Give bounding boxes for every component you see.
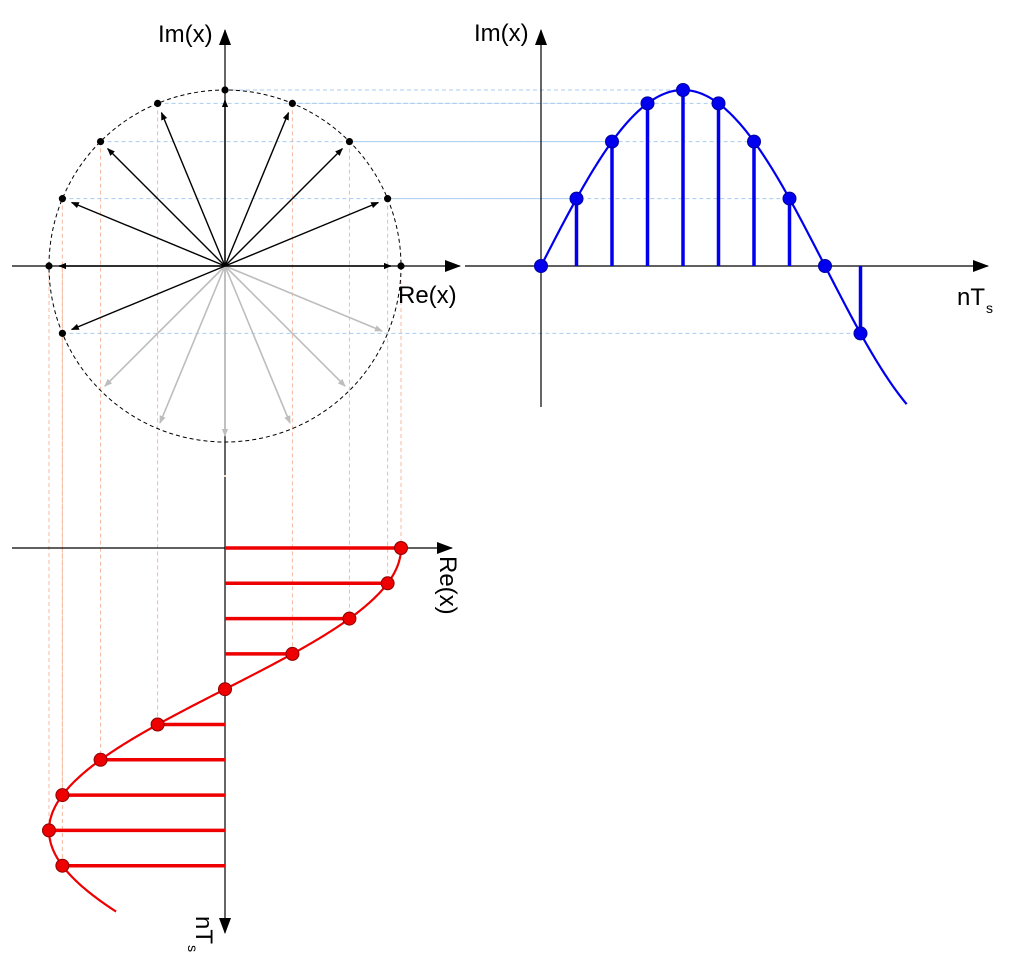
phasor-arrow-9	[70, 265, 226, 331]
phasor-tip-7	[58, 195, 66, 203]
imag-stems	[574, 90, 863, 334]
phasor-tip-0	[397, 262, 405, 270]
imag-dot-0	[534, 259, 548, 273]
real-dot-6	[93, 752, 108, 767]
imag-dot-7	[782, 191, 797, 206]
imag-dot-5	[711, 96, 726, 111]
real-dot-3	[285, 646, 300, 661]
projection-guide-lines	[48, 89, 861, 866]
imag-dot-3	[640, 96, 655, 111]
real-stems	[49, 546, 401, 868]
real-dot-9	[55, 858, 70, 873]
phasor-tip-dots	[45, 86, 405, 337]
phasor-arrow-7	[70, 201, 226, 267]
real-axis-label: Re(x)	[434, 556, 461, 615]
real-cosine-curve	[47, 547, 403, 913]
real-dot-0	[394, 541, 408, 555]
imag-stem-panel: Im(x) nTs	[465, 20, 993, 407]
phasor-tip-8	[45, 262, 53, 270]
real-dot-4	[218, 682, 232, 697]
real-dot-2	[342, 611, 357, 626]
phasor-light-1	[159, 265, 226, 424]
real-time-label-sub: s	[185, 945, 201, 952]
phasor-arrow-5	[160, 111, 226, 267]
circle-imag-axis-label: Im(x)	[158, 21, 213, 48]
phasor-arrow-6	[107, 148, 226, 267]
real-dot-5	[150, 717, 165, 732]
phasor-tip-3	[288, 99, 296, 107]
real-dot-7	[55, 788, 70, 803]
imag-dot-1	[569, 191, 584, 206]
real-time-label-main: nT	[190, 916, 217, 944]
imag-axis-label: Im(x)	[474, 20, 529, 47]
real-stem-panel: Re(x) nTs	[12, 477, 461, 952]
phasor-light-3	[224, 265, 291, 424]
real-time-label: nTs	[185, 916, 217, 952]
real-dot-1	[380, 576, 395, 591]
phasor-circle-panel: Im(x) Re(x)	[12, 21, 461, 475]
phasor-tip-4	[221, 86, 229, 94]
imag-dot-9	[853, 326, 868, 341]
imag-dot-2	[605, 134, 619, 149]
phasor-tip-5	[154, 99, 162, 107]
imag-dot-8	[818, 259, 832, 273]
real-sample-dots	[42, 541, 408, 873]
phasor-arrow-3	[224, 111, 290, 267]
phasor-light-0	[104, 265, 226, 387]
circle-real-axis-label: Re(x)	[398, 282, 457, 309]
phasor-arrows-dark	[58, 99, 392, 331]
phasor-tip-1	[384, 195, 392, 203]
phasor-arrows-light	[104, 265, 383, 437]
phasor-tip-6	[96, 137, 105, 146]
imag-dot-4	[676, 83, 690, 97]
phasor-light-4	[224, 265, 346, 387]
imag-sample-dots	[534, 83, 868, 341]
phasor-arrow-2	[224, 148, 343, 267]
imag-time-label-main: nT	[957, 284, 985, 311]
real-dot-8	[42, 823, 56, 838]
phasor-light-5	[224, 265, 383, 332]
phasor-arrow-1	[224, 201, 380, 267]
imag-time-label-sub: s	[986, 300, 993, 316]
imag-sine-curve	[540, 88, 908, 405]
phasor-tip-9	[58, 329, 66, 337]
imag-dot-6	[747, 134, 761, 149]
imag-time-label: nTs	[957, 284, 993, 316]
phasor-tip-2	[345, 137, 354, 146]
